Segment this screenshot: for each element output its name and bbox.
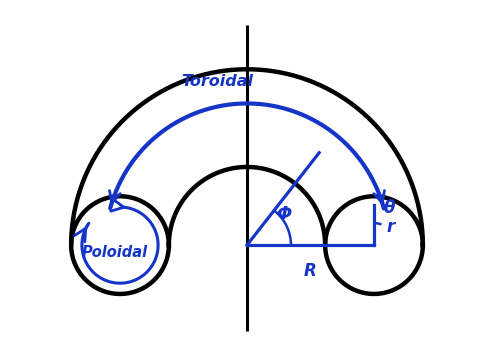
Text: θ: θ (384, 199, 395, 217)
Text: R: R (304, 262, 317, 280)
Text: r: r (386, 218, 394, 236)
Text: Φ: Φ (276, 205, 291, 223)
Text: Poloidal: Poloidal (82, 245, 148, 260)
Text: Toroidal: Toroidal (182, 74, 254, 89)
